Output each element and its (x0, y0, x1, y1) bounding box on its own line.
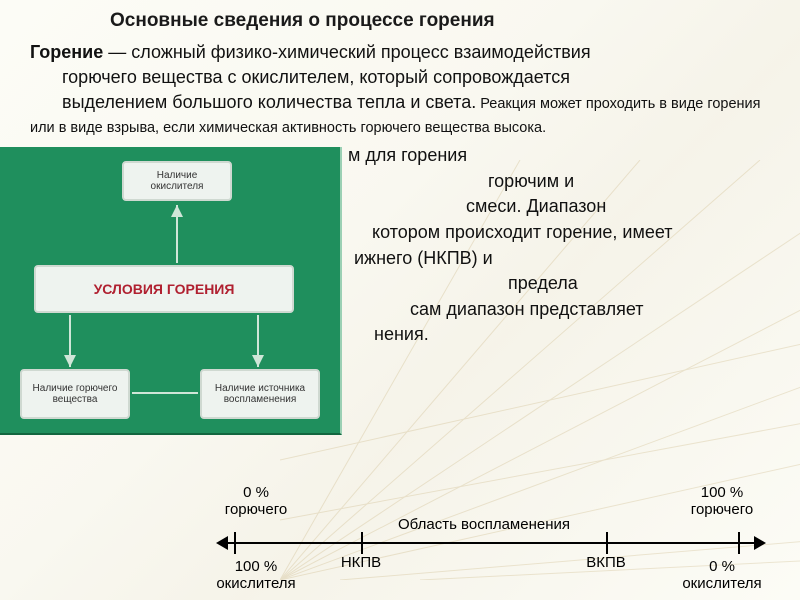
lbl-top-right: 100 % горючего (691, 484, 753, 518)
p-l1: — сложный физико-химический процесс взаи… (103, 42, 590, 62)
lbl-nkpv: НКПВ (341, 554, 381, 571)
lbl-top-left-2: горючего (225, 501, 287, 518)
tick-1 (361, 532, 363, 554)
page-title: Основные сведения о процессе горения (110, 10, 774, 32)
axis-arrow-right (754, 536, 766, 550)
p-l3: выделением большого количества тепла и с… (62, 92, 476, 112)
tick-0 (234, 532, 236, 554)
diagram-arrows (0, 147, 342, 435)
lbl-top-left-1: 0 % (243, 484, 269, 501)
term: Горение (30, 42, 103, 62)
rt-7: сам диапазон представляет (348, 297, 778, 323)
p-l2: горючего вещества с окислителем, который… (62, 67, 570, 87)
lbl-top-right-2: горючего (691, 501, 753, 518)
lbl-bot-left-2: окислителя (216, 575, 295, 592)
lbl-top-right-1: 100 % (701, 484, 744, 501)
definition-paragraph: Горение — сложный физико-химический проц… (30, 40, 774, 139)
rt-8: нения. (348, 322, 778, 348)
axis-arrow-left (216, 536, 228, 550)
rt-1: м для горения (348, 143, 778, 169)
lbl-bot-right: 0 % окислителя (682, 558, 761, 592)
chart-axis (226, 542, 756, 544)
rt-4: котором происходит горение, имеет (348, 220, 778, 246)
conditions-diagram: Наличие окислителя УСЛОВИЯ ГОРЕНИЯ Налич… (0, 147, 342, 435)
ignition-range-chart: 0 % горючего 100 % горючего 100 % окисли… (186, 480, 776, 590)
lbl-bot-right-2: окислителя (682, 575, 761, 592)
rt-2: горючим и (348, 169, 778, 195)
rt-3: смеси. Диапазон (348, 194, 778, 220)
lbl-bot-left-1: 100 % (235, 558, 278, 575)
lbl-top-left: 0 % горючего (225, 484, 287, 518)
lbl-vkpv: ВКПВ (586, 554, 626, 571)
rt-5: ижнего (НКПВ) и (348, 246, 778, 272)
lbl-region: Область воспламенения (398, 516, 570, 533)
rt-6: предела (348, 271, 778, 297)
partial-text-block: м для горения горючим и смеси. Диапазон … (348, 143, 778, 347)
tick-3 (738, 532, 740, 554)
tick-2 (606, 532, 608, 554)
lbl-bot-left: 100 % окислителя (216, 558, 295, 592)
lbl-bot-right-1: 0 % (709, 558, 735, 575)
